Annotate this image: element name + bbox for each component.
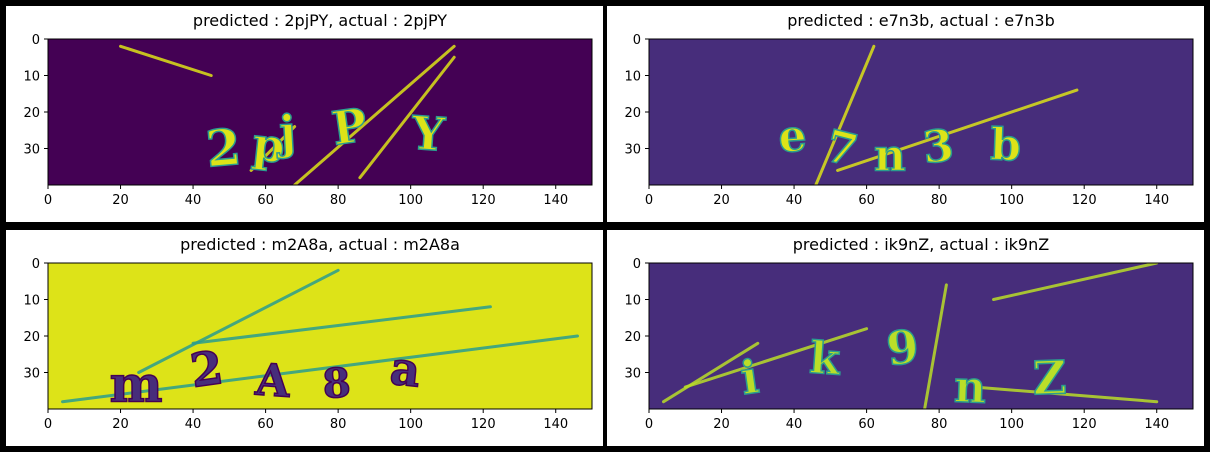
y-tick-label: 10 <box>624 70 641 85</box>
x-tick-label: 100 <box>398 417 423 432</box>
captcha-noise-stroke <box>683 327 869 389</box>
x-tick-label: 80 <box>330 417 347 432</box>
captcha-noise-stroke <box>358 55 456 180</box>
x-tick-label: 20 <box>713 193 730 208</box>
captcha-noise-stroke <box>61 334 579 404</box>
x-tick-label: 80 <box>931 417 948 432</box>
captcha-glyph: b <box>990 119 1023 171</box>
x-tick-label: 120 <box>471 193 496 208</box>
y-tick-label: 30 <box>23 143 40 158</box>
x-tick-label: 0 <box>645 193 653 208</box>
captcha-noise-stroke <box>992 263 1159 301</box>
captcha-noise-stroke <box>662 341 760 404</box>
y-tick-label: 20 <box>23 106 40 121</box>
captcha-chart-svg: predicted : m2A8a, actual : m2A8a m 2 A 8 a 0 2… <box>23 235 593 432</box>
captcha-noise-stroke <box>119 44 213 77</box>
x-tick-label: 40 <box>786 193 803 208</box>
x-tick-label: 140 <box>543 193 568 208</box>
y-tick-label: 0 <box>32 33 40 48</box>
captcha-panel-ik9nZ: predicted : ik9nZ, actual : ik9nZ i k 9 n Z 0 2… <box>607 230 1204 446</box>
x-tick-label: 140 <box>1144 193 1169 208</box>
x-tick-label: 80 <box>931 193 948 208</box>
chart-title: predicted : e7n3b, actual : e7n3b <box>787 11 1054 30</box>
captcha-glyph: 2 <box>203 117 243 179</box>
captcha-glyph: 8 <box>321 359 352 408</box>
x-tick-label: 140 <box>543 417 568 432</box>
x-tick-label: 20 <box>713 417 730 432</box>
y-tick-label: 20 <box>23 330 40 345</box>
captcha-noise-stroke <box>923 283 948 409</box>
y-tick-label: 10 <box>23 294 40 309</box>
captcha-image-background <box>48 263 592 409</box>
captcha-noise-stroke <box>249 125 297 172</box>
x-tick-label: 20 <box>112 193 129 208</box>
y-tick-label: 30 <box>624 143 641 158</box>
captcha-noise-stroke <box>293 44 456 185</box>
x-tick-label: 20 <box>112 417 129 432</box>
captcha-glyph: k <box>808 333 843 386</box>
captcha-glyph: 9 <box>884 319 921 376</box>
y-tick-label: 20 <box>624 106 641 121</box>
x-tick-label: 40 <box>786 417 803 432</box>
x-tick-label: 100 <box>398 193 423 208</box>
captcha-glyph: n <box>953 362 987 414</box>
x-tick-label: 40 <box>185 417 202 432</box>
captcha-image-background <box>649 39 1193 185</box>
x-tick-label: 60 <box>257 417 274 432</box>
captcha-panel-m2A8a: predicted : m2A8a, actual : m2A8a m 2 A 8 a 0 2… <box>6 230 603 446</box>
x-tick-label: 120 <box>1072 417 1097 432</box>
y-tick-label: 0 <box>633 33 641 48</box>
captcha-glyph: Z <box>1032 350 1067 405</box>
captcha-noise-stroke <box>973 385 1159 404</box>
y-tick-label: 0 <box>32 257 40 272</box>
chart-title: predicted : 2pjPY, actual : 2pjPY <box>193 11 447 30</box>
chart-title: predicted : ik9nZ, actual : ik9nZ <box>793 235 1049 254</box>
captcha-panel-2pjPY: predicted : 2pjPY, actual : 2pjPY 2 p j P Y 0 2… <box>6 6 603 222</box>
captcha-glyph: n <box>874 130 906 181</box>
y-tick-label: 10 <box>624 294 641 309</box>
x-tick-label: 0 <box>44 193 52 208</box>
captcha-glyph: m <box>110 355 163 414</box>
x-tick-label: 60 <box>858 193 875 208</box>
captcha-glyph: P <box>329 97 371 155</box>
captcha-glyph: e <box>777 110 808 163</box>
y-tick-label: 10 <box>23 70 40 85</box>
captcha-glyph: 3 <box>920 120 956 174</box>
captcha-noise-stroke <box>137 268 340 374</box>
x-tick-label: 60 <box>858 417 875 432</box>
y-tick-label: 20 <box>624 330 641 345</box>
captcha-glyph: 2 <box>187 340 226 398</box>
x-tick-label: 120 <box>1072 193 1097 208</box>
captcha-glyph: p <box>250 117 288 174</box>
y-tick-label: 0 <box>633 257 641 272</box>
captcha-image-background <box>48 39 592 185</box>
captcha-glyph: Y <box>409 106 448 162</box>
captcha-noise-stroke <box>814 44 876 185</box>
captcha-image-background <box>649 263 1193 409</box>
x-tick-label: 100 <box>999 193 1024 208</box>
x-tick-label: 120 <box>471 417 496 432</box>
captcha-noise-stroke <box>836 88 1079 172</box>
x-tick-label: 80 <box>330 193 347 208</box>
captcha-panel-e7n3b: predicted : e7n3b, actual : e7n3b e 7 n 3 b 0 2… <box>607 6 1204 222</box>
x-tick-label: 100 <box>999 417 1024 432</box>
x-tick-label: 0 <box>645 417 653 432</box>
captcha-glyph: a <box>388 341 423 398</box>
y-tick-label: 30 <box>23 367 40 382</box>
captcha-noise-stroke <box>191 305 492 345</box>
chart-title: predicted : m2A8a, actual : m2A8a <box>180 235 460 254</box>
x-tick-label: 0 <box>44 417 52 432</box>
x-tick-label: 60 <box>257 193 274 208</box>
captcha-glyph: A <box>253 354 292 407</box>
x-tick-label: 140 <box>1144 417 1169 432</box>
y-tick-label: 30 <box>624 367 641 382</box>
x-tick-label: 40 <box>185 193 202 208</box>
